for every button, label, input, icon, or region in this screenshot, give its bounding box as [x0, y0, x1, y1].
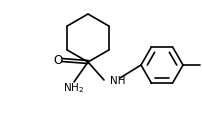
Text: NH: NH: [109, 76, 125, 86]
Text: NH$_2$: NH$_2$: [63, 81, 84, 95]
Text: O: O: [53, 53, 62, 66]
